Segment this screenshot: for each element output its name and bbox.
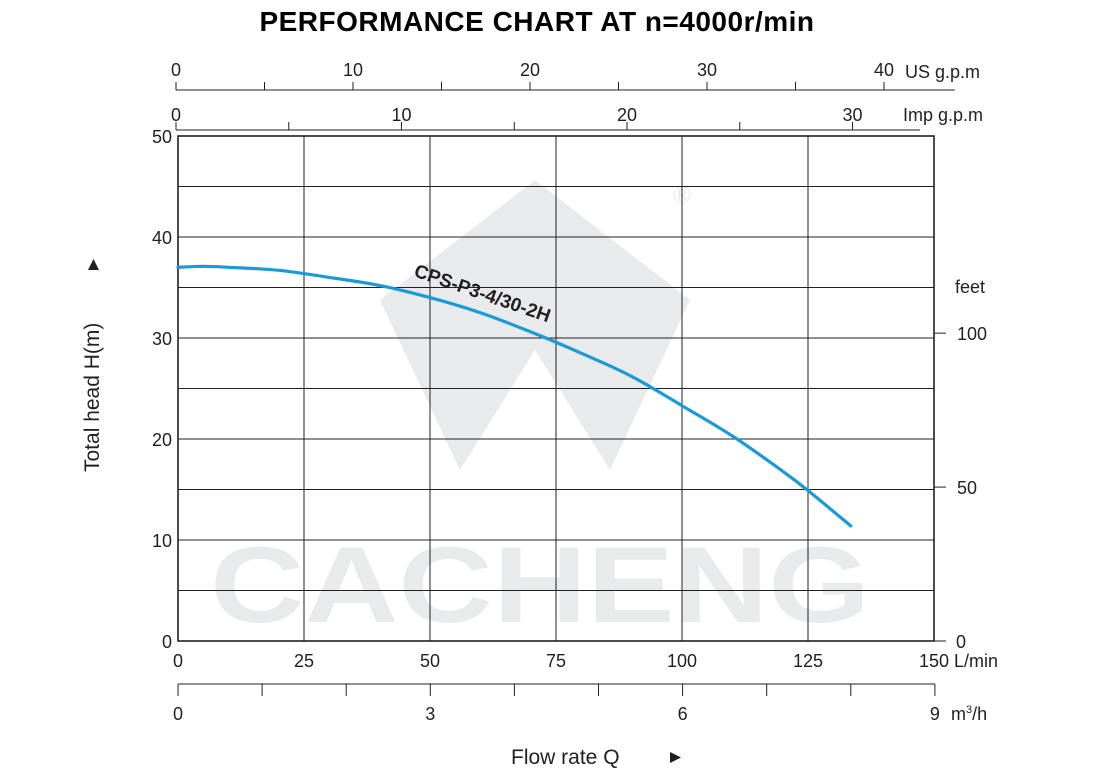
- x-tick-label: 0: [173, 651, 183, 671]
- watermark: CACHENG ®: [210, 180, 870, 645]
- right-feet-unit-label: feet: [955, 277, 985, 297]
- series-line-cps-p3: [176, 264, 853, 528]
- top-imp-tick-label: 30: [842, 105, 862, 125]
- watermark-text: CACHENG: [210, 524, 870, 645]
- y-axis-label: Total head H(m): [81, 323, 104, 472]
- y-tick-label: 0: [162, 632, 172, 652]
- bottom-m3h-tick-label: 9: [930, 704, 940, 724]
- top-axis-us-gpm: 0 10 20 30 40 US g.p.m: [171, 60, 980, 91]
- top-axis-imp-gpm: 0 10 20 30 Imp g.p.m: [171, 105, 983, 131]
- top-us-tick-label: 40: [874, 60, 894, 80]
- x-unit-label: L/min: [954, 651, 998, 671]
- x-tick-label: 125: [793, 651, 823, 671]
- plot-grid: [178, 136, 934, 641]
- bottom-m3h-tick-label: 3: [425, 704, 435, 724]
- bottom-m3h-unit-label: m3/h: [951, 704, 987, 724]
- top-imp-tick-label: 0: [171, 105, 181, 125]
- bottom-m3h-tick-label: 6: [678, 704, 688, 724]
- chart-title: PERFORMANCE CHART AT n=4000r/min: [259, 6, 814, 37]
- y-tick-label: 50: [152, 127, 172, 147]
- x-tick-label: 50: [420, 651, 440, 671]
- bottom-m3h-tick-label: 0: [173, 704, 183, 724]
- y-tick-label: 30: [152, 329, 172, 349]
- y-tick-label: 40: [152, 228, 172, 248]
- watermark-logo-icon: [380, 180, 690, 470]
- x-axis-label: Flow rate Q: [511, 746, 620, 769]
- right-axis-feet: 0 50 100 feet: [934, 277, 987, 652]
- plot-frame: [177, 135, 935, 642]
- top-us-tick-label: 10: [343, 60, 363, 80]
- top-imp-tick-label: 20: [617, 105, 637, 125]
- bottom-axis-m3h: 0 3 6 9 m3/h: [173, 683, 987, 724]
- top-us-unit-label: US g.p.m: [905, 62, 980, 82]
- y-tick-label: 20: [152, 430, 172, 450]
- right-feet-tick-label: 0: [956, 632, 966, 652]
- y-tick-label: 10: [152, 531, 172, 551]
- x-axis-arrow-icon: [670, 752, 681, 763]
- x-tick-label: 100: [667, 651, 697, 671]
- x-tick-label: 150: [919, 651, 949, 671]
- x-tick-label: 25: [294, 651, 314, 671]
- top-us-tick-label: 0: [171, 60, 181, 80]
- top-us-tick-label: 30: [697, 60, 717, 80]
- x-axis-ticks: 0 25 50 75 100 125 150 L/min: [173, 651, 998, 671]
- right-feet-tick-label: 100: [957, 324, 987, 344]
- right-feet-tick-label: 50: [957, 478, 977, 498]
- top-imp-tick-label: 10: [391, 105, 411, 125]
- y-axis-ticks: 0 10 20 30 40 50: [152, 127, 172, 652]
- x-tick-label: 75: [546, 651, 566, 671]
- top-imp-unit-label: Imp g.p.m: [903, 105, 983, 125]
- y-axis-arrow-icon: [88, 259, 99, 270]
- top-us-tick-label: 20: [520, 60, 540, 80]
